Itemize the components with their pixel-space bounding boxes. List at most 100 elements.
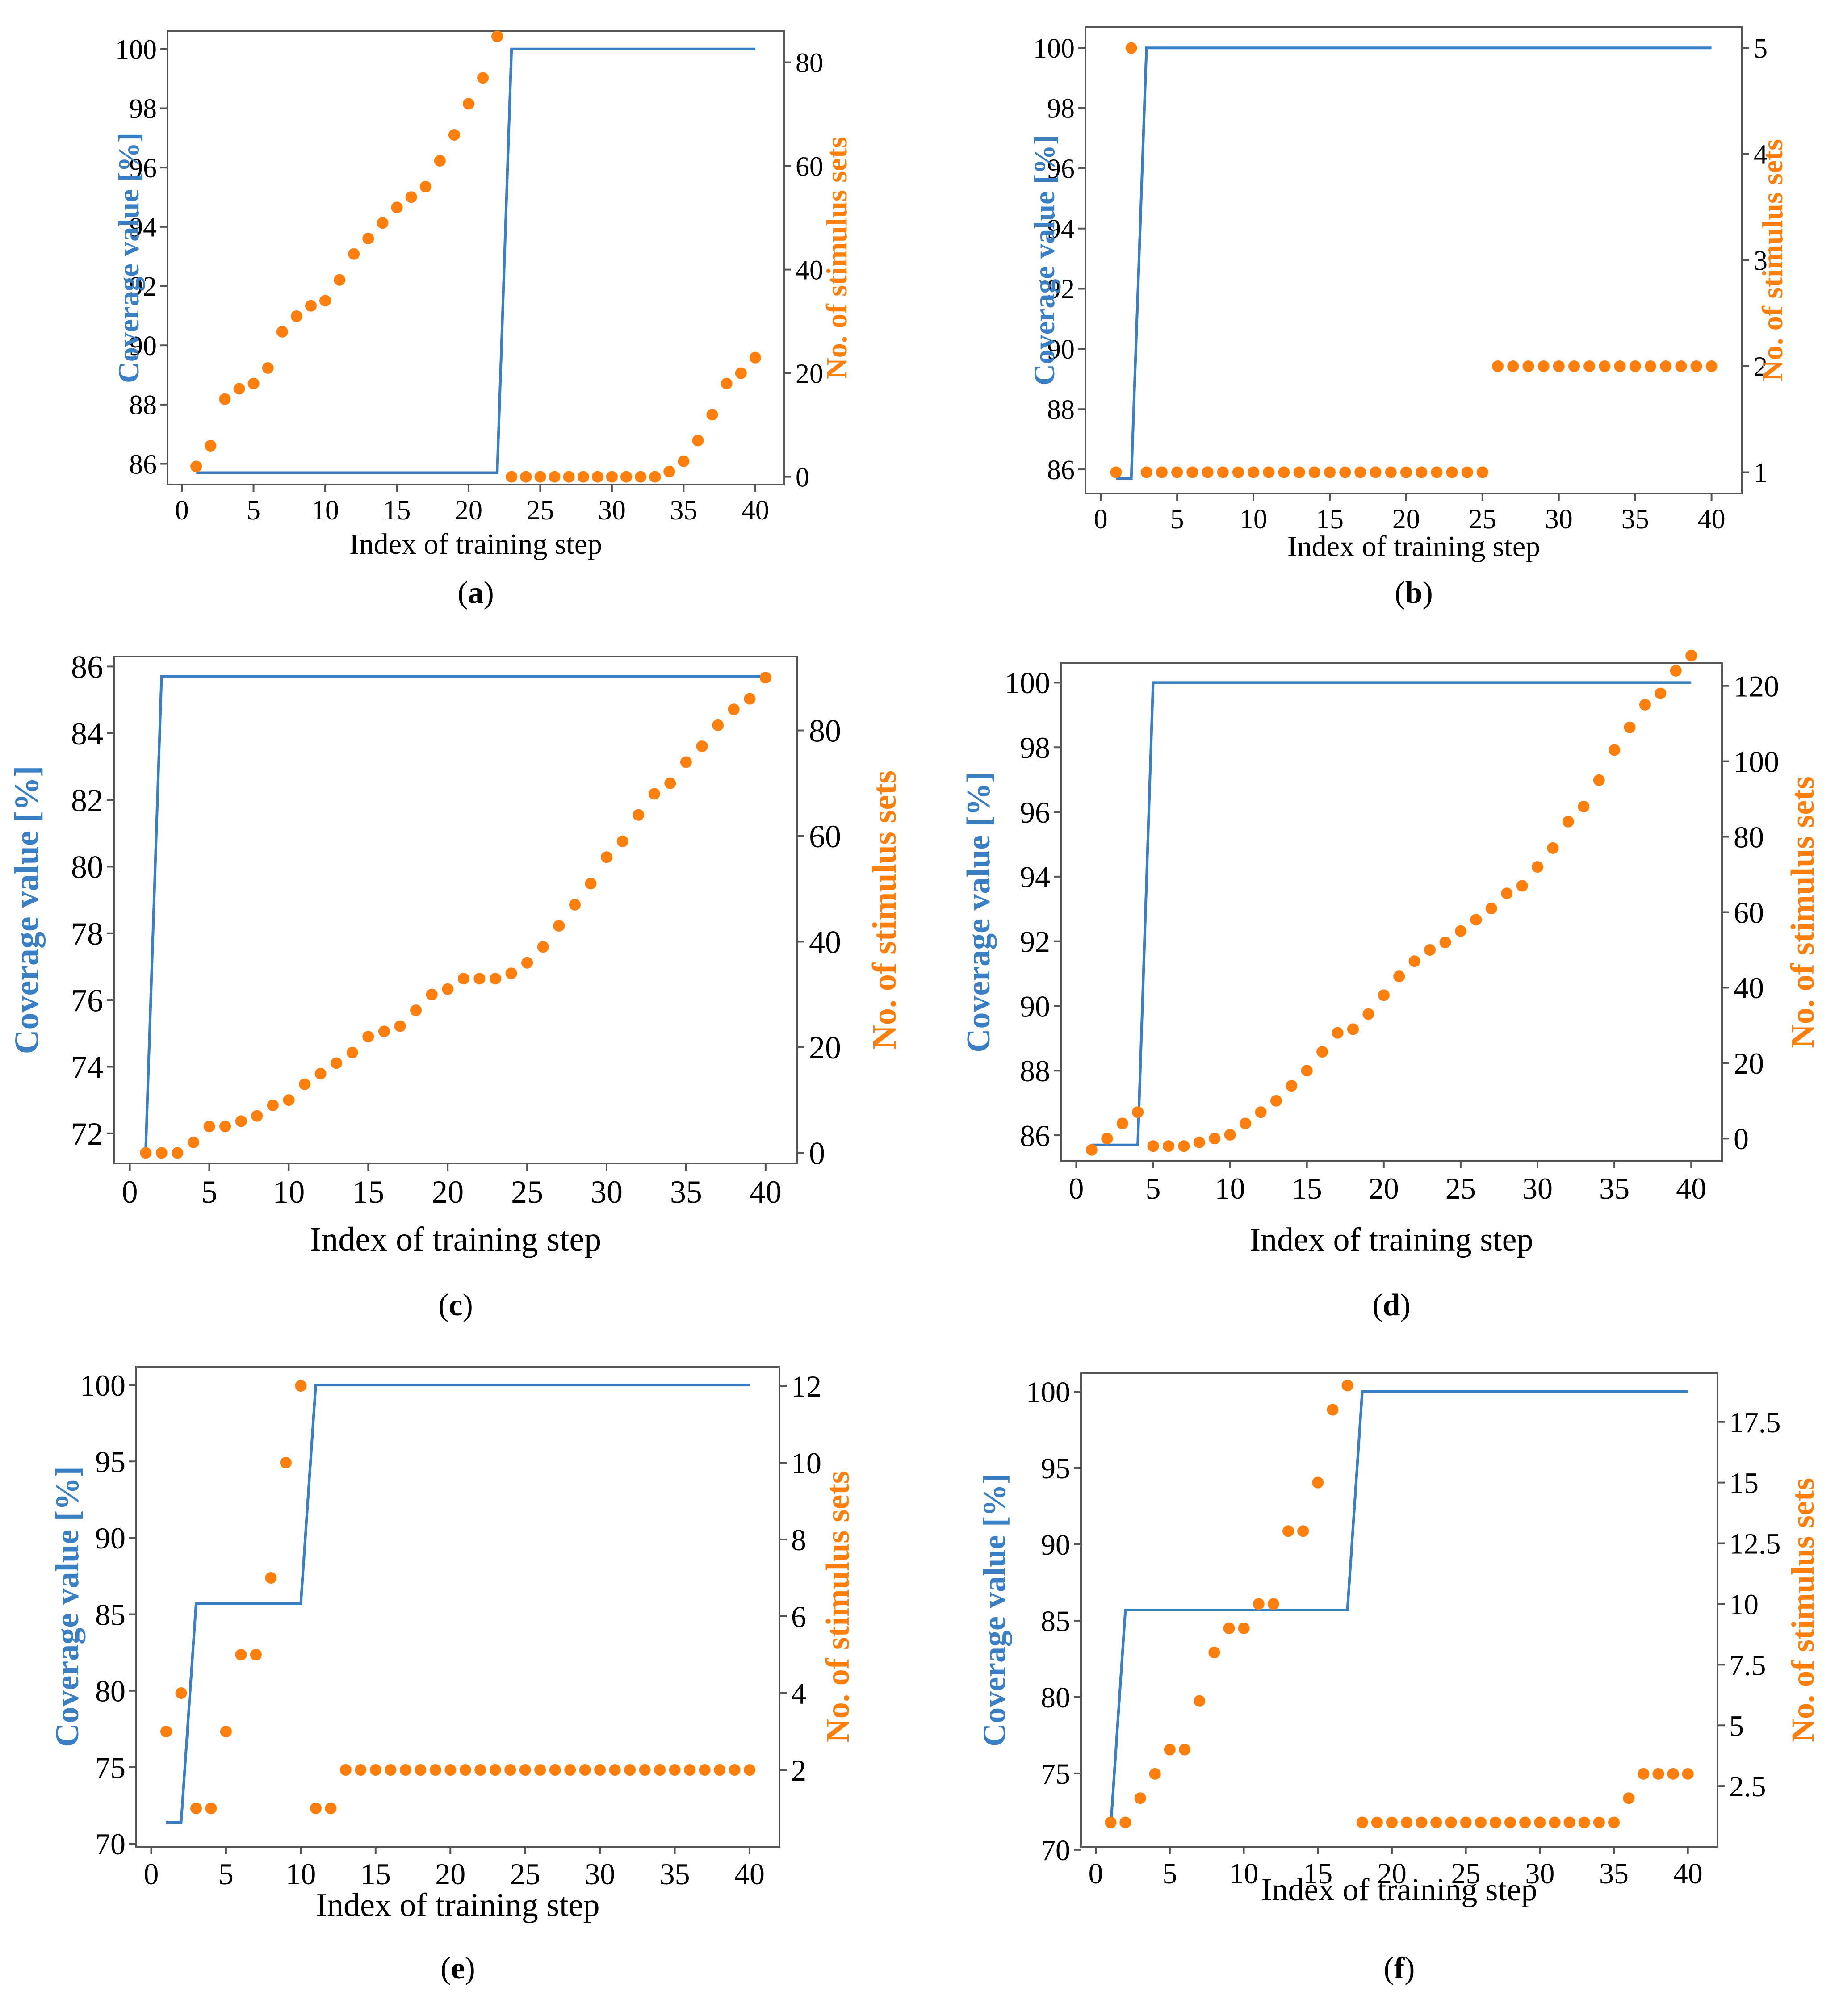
stimulus-point [267, 1099, 279, 1111]
y-left-tick-label: 98 [1047, 94, 1075, 124]
x-tick-label: 5 [1170, 504, 1184, 535]
y-right-tick-label: 10 [1729, 1589, 1759, 1621]
stimulus-point [1240, 1117, 1251, 1129]
x-tick-label: 35 [660, 1857, 690, 1891]
stimulus-point [1116, 1117, 1128, 1129]
stimulus-point [1316, 1046, 1328, 1058]
stimulus-point [426, 988, 438, 1000]
x-tick-label: 40 [1676, 1171, 1706, 1205]
panel-caption: (c) [438, 1288, 473, 1322]
stimulus-point [491, 30, 503, 42]
y-left-tick-label: 88 [129, 390, 157, 421]
stimulus-point [444, 1764, 457, 1776]
y-right-tick-label: 5 [1754, 33, 1768, 64]
y-left-tick-label: 94 [1047, 214, 1075, 244]
y-left-tick-label: 90 [1041, 1529, 1070, 1561]
stimulus-point [553, 920, 565, 932]
stimulus-point [706, 409, 718, 421]
panel-caption: (f) [1384, 1951, 1415, 1986]
y-left-tick-label: 86 [129, 449, 157, 480]
x-tick-label: 40 [1698, 504, 1726, 535]
stimulus-point [1194, 1695, 1206, 1707]
stimulus-point [203, 1121, 215, 1133]
stimulus-point [564, 1764, 576, 1776]
stimulus-point [310, 1803, 322, 1814]
stimulus-point [639, 1764, 651, 1776]
stimulus-point [519, 1764, 531, 1776]
y-left-tick-label: 86 [71, 649, 103, 685]
stimulus-point [633, 809, 645, 821]
stimulus-point [1362, 1008, 1374, 1020]
stimulus-point [233, 383, 245, 395]
x-tick-label: 15 [383, 495, 411, 526]
stimulus-point [635, 471, 647, 483]
stimulus-point [504, 1764, 516, 1776]
stimulus-point [1609, 744, 1621, 756]
stimulus-point [220, 1726, 232, 1737]
x-tick-label: 25 [510, 1857, 540, 1891]
x-tick-label: 0 [1089, 1857, 1103, 1890]
plot-frame [113, 656, 798, 1164]
stimulus-point [577, 471, 589, 483]
x-tick-label: 10 [1240, 504, 1267, 535]
y-left-tick-label: 85 [95, 1598, 126, 1631]
stimulus-point [624, 1764, 636, 1776]
plot-frame [1080, 1372, 1718, 1848]
stimulus-point [1156, 466, 1168, 478]
stimulus-point [1445, 1816, 1457, 1828]
stimulus-point [325, 1803, 337, 1814]
stimulus-point [1270, 1095, 1282, 1107]
stimulus-point [1119, 1816, 1131, 1828]
y-right-tick-label: 6 [791, 1600, 806, 1634]
x-tick-label: 40 [734, 1857, 765, 1891]
stimulus-point [729, 1764, 741, 1776]
stimulus-point [1386, 1816, 1398, 1828]
coverage-series-line [166, 1384, 750, 1824]
stimulus-point [520, 471, 532, 483]
stimulus-point [684, 1764, 696, 1776]
coverage-series-line [1116, 46, 1712, 480]
y-left-tick-label: 100 [1005, 666, 1050, 700]
stimulus-point [457, 973, 469, 985]
y-left-tick-label: 98 [129, 94, 157, 124]
stimulus-point [410, 1004, 422, 1016]
y-right-tick-label: 60 [796, 151, 823, 182]
stimulus-point [1492, 360, 1504, 372]
stimulus-point [140, 1147, 152, 1159]
chart-panel-d: 0 5 10 15 20 25 30 35 40 86 88 90 92 94 96 98 100 0 20 40 60… [960, 650, 1821, 1322]
panel-caption: (d) [1372, 1288, 1411, 1322]
stimulus-point [305, 300, 317, 312]
stimulus-point [235, 1115, 247, 1127]
x-tick-label: 5 [218, 1857, 234, 1891]
stimulus-point [1132, 1106, 1144, 1118]
y-right-tick-label: 60 [1734, 895, 1764, 929]
y-left-tick-label: 88 [1047, 395, 1075, 425]
y-right-tick-label: 0 [809, 1136, 825, 1171]
x-tick-label: 5 [247, 495, 260, 526]
x-tick-label: 20 [455, 495, 482, 526]
stimulus-point [1393, 970, 1405, 983]
y-left-tick-label: 90 [95, 1521, 126, 1555]
stimulus-point [1485, 903, 1497, 915]
stimulus-point [1501, 887, 1513, 899]
x-tick-label: 35 [670, 495, 697, 526]
stimulus-point [434, 155, 446, 167]
y-right-tick-label: 7.5 [1729, 1649, 1766, 1681]
stimulus-point [1255, 1106, 1267, 1118]
plot-frame [167, 30, 785, 485]
stimulus-point [606, 471, 618, 483]
y-right-tick-label: 5 [1729, 1710, 1744, 1742]
y-left-tick-label: 86 [1047, 455, 1075, 485]
stimulus-point [1652, 1768, 1664, 1780]
stimulus-point [1562, 816, 1574, 828]
stimulus-point [394, 1020, 406, 1032]
stimulus-point [262, 362, 274, 374]
stimulus-point [1193, 1136, 1205, 1148]
stimulus-point [490, 973, 501, 985]
x-axis-label: Index of training step [1287, 530, 1540, 563]
stimulus-point [283, 1094, 295, 1106]
panel-caption: (a) [457, 576, 494, 610]
stimulus-point [521, 957, 533, 969]
coverage-series-line [196, 47, 755, 474]
